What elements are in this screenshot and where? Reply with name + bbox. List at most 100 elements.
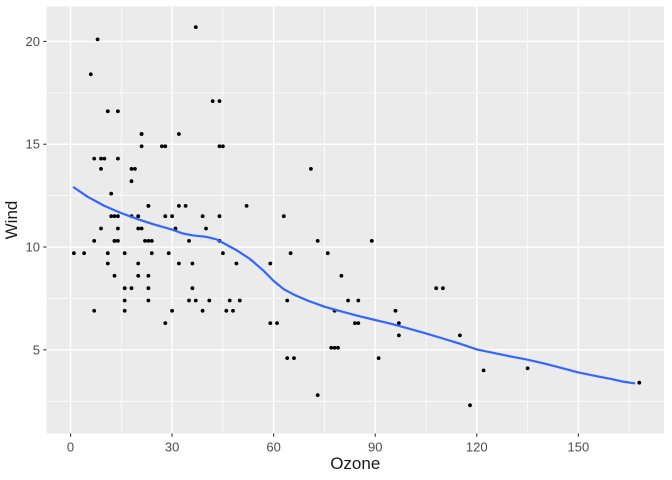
data-point [183,204,188,208]
minor-gridlines [46,6,664,434]
y-tick-label: 15 [26,137,40,152]
data-point [217,214,222,219]
data-point [332,345,337,350]
data-point [146,239,151,243]
data-point [163,144,168,149]
y-tick-label: 20 [26,34,40,49]
data-point [309,167,313,171]
data-point [285,298,290,303]
data-point [116,239,120,243]
data-point [187,298,191,303]
data-point [221,251,225,256]
plot-panel [46,6,664,434]
data-point [177,132,181,136]
axis-tick-labels: 0 30 60 90 120 150 5 10 15 20 [26,34,590,455]
data-point [227,298,232,303]
data-point [441,286,445,291]
data-point [116,156,120,161]
data-point [329,345,334,350]
x-tick-label: 150 [567,440,589,455]
data-point [149,251,154,256]
data-point [129,179,134,184]
data-point [88,72,93,77]
data-point [234,261,239,266]
data-point [92,308,97,313]
smooth-trend-line [72,186,636,385]
data-point [190,261,195,266]
data-point [146,298,151,303]
data-point [105,109,110,114]
data-point [190,286,195,291]
data-point [217,144,222,149]
x-tick-label: 0 [67,440,74,455]
data-point [244,204,249,208]
data-point [116,109,120,114]
data-point [149,239,154,243]
data-point [281,214,286,219]
data-point [200,308,205,313]
axis-tick-marks [43,40,579,437]
data-point [109,191,114,196]
major-gridlines [46,6,664,434]
data-point [356,298,361,303]
y-tick-label: 5 [33,342,40,357]
data-point [177,261,181,266]
data-point [160,144,164,149]
x-axis-title: Ozone [330,454,380,473]
data-point [129,167,134,171]
data-point [163,214,168,219]
data-point [207,298,212,303]
data-point [397,321,401,325]
data-point [200,214,205,219]
data-point [458,333,462,338]
data-point [143,239,147,243]
data-point [129,286,134,291]
data-point [72,251,76,256]
data-point [99,226,103,231]
data-point [112,214,117,219]
data-point [275,321,279,325]
data-point [170,308,175,313]
data-point [434,286,439,291]
x-tick-label: 120 [466,440,488,455]
data-point [116,226,120,231]
data-point [346,298,350,303]
data-point [166,251,171,256]
data-point [105,261,110,266]
data-point [231,308,235,313]
data-point [99,167,103,171]
data-point [369,239,374,243]
data-point [217,99,222,103]
data-point [163,321,168,325]
data-point [105,251,110,256]
data-point [136,214,141,219]
data-point [637,380,642,385]
data-point [336,345,340,350]
data-point [353,321,357,325]
data-point [82,251,86,256]
data-point [92,239,97,243]
data-point [193,25,198,29]
data-point [221,144,225,149]
y-axis-title: Wind [2,201,21,240]
data-point [325,251,330,256]
data-point [481,368,486,373]
data-point [268,321,273,325]
data-point [376,356,381,360]
data-point [112,239,117,243]
data-point [204,226,208,231]
data-point [146,286,151,291]
y-tick-label: 10 [26,240,40,255]
data-point [136,226,141,231]
data-point [187,239,191,243]
data-point [468,403,472,408]
data-point [122,298,127,303]
data-point [210,99,215,103]
data-point [99,156,103,161]
data-point [285,356,290,360]
data-point [102,156,107,161]
data-point [146,273,151,278]
data-point [116,214,120,219]
data-point [122,251,127,256]
